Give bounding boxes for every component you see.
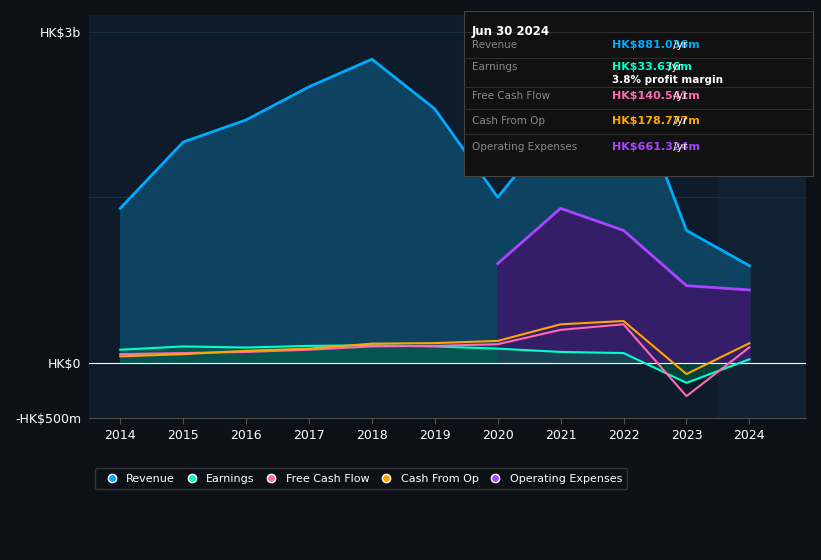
- Text: HK$881.036m: HK$881.036m: [612, 40, 699, 50]
- Text: Free Cash Flow: Free Cash Flow: [472, 91, 550, 101]
- Text: HK$661.324m: HK$661.324m: [612, 142, 699, 152]
- Text: /yr: /yr: [671, 91, 688, 101]
- Bar: [718, 15, 806, 418]
- Text: Revenue: Revenue: [472, 40, 517, 50]
- Text: HK$178.777m: HK$178.777m: [612, 116, 699, 126]
- Text: Jun 30 2024: Jun 30 2024: [472, 25, 550, 38]
- Text: /yr: /yr: [671, 116, 688, 126]
- Text: /yr: /yr: [671, 142, 688, 152]
- Text: /yr: /yr: [671, 40, 688, 50]
- Text: Earnings: Earnings: [472, 62, 517, 72]
- Text: Operating Expenses: Operating Expenses: [472, 142, 577, 152]
- Text: HK$140.541m: HK$140.541m: [612, 91, 699, 101]
- Text: HK$33.636m: HK$33.636m: [612, 62, 691, 72]
- Text: 3.8% profit margin: 3.8% profit margin: [612, 74, 722, 85]
- Text: Cash From Op: Cash From Op: [472, 116, 545, 126]
- Text: /yr: /yr: [665, 62, 682, 72]
- Legend: Revenue, Earnings, Free Cash Flow, Cash From Op, Operating Expenses: Revenue, Earnings, Free Cash Flow, Cash …: [95, 468, 627, 489]
